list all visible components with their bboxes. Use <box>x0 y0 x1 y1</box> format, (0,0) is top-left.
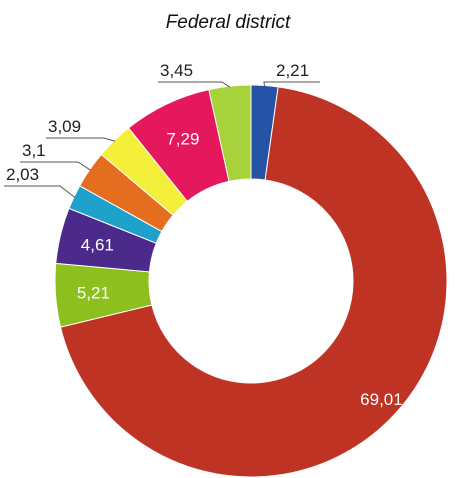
leader-line-5 <box>20 161 91 171</box>
slice-label-4: 2,03 <box>6 165 39 184</box>
chart-title: Federal district <box>165 12 291 33</box>
slice-label-6: 3,09 <box>48 117 81 136</box>
slice-label-2: 5,21 <box>77 284 110 303</box>
slice-label-1: 69,01 <box>360 390 403 409</box>
slice-1 <box>59 86 448 478</box>
labels-group: 2,21 69,01 5,21 4,61 2,03 3,13,09 7,29 3,45 <box>6 61 403 409</box>
slice-label-3: 4,61 <box>81 235 114 254</box>
slices-group <box>54 84 448 478</box>
slice-8 <box>208 84 252 182</box>
slice-label-7: 7,29 <box>166 129 199 148</box>
leader-lines-group <box>4 81 320 198</box>
leader-line-0 <box>263 81 320 87</box>
leader-line-6 <box>46 137 116 142</box>
leader-line-8 <box>158 81 231 88</box>
slice-label-8: 3,45 <box>160 61 193 80</box>
slice-label-0: 2,21 <box>276 61 309 80</box>
slice-label-5: 3,1 <box>22 141 46 160</box>
leader-line-4 <box>4 185 76 198</box>
